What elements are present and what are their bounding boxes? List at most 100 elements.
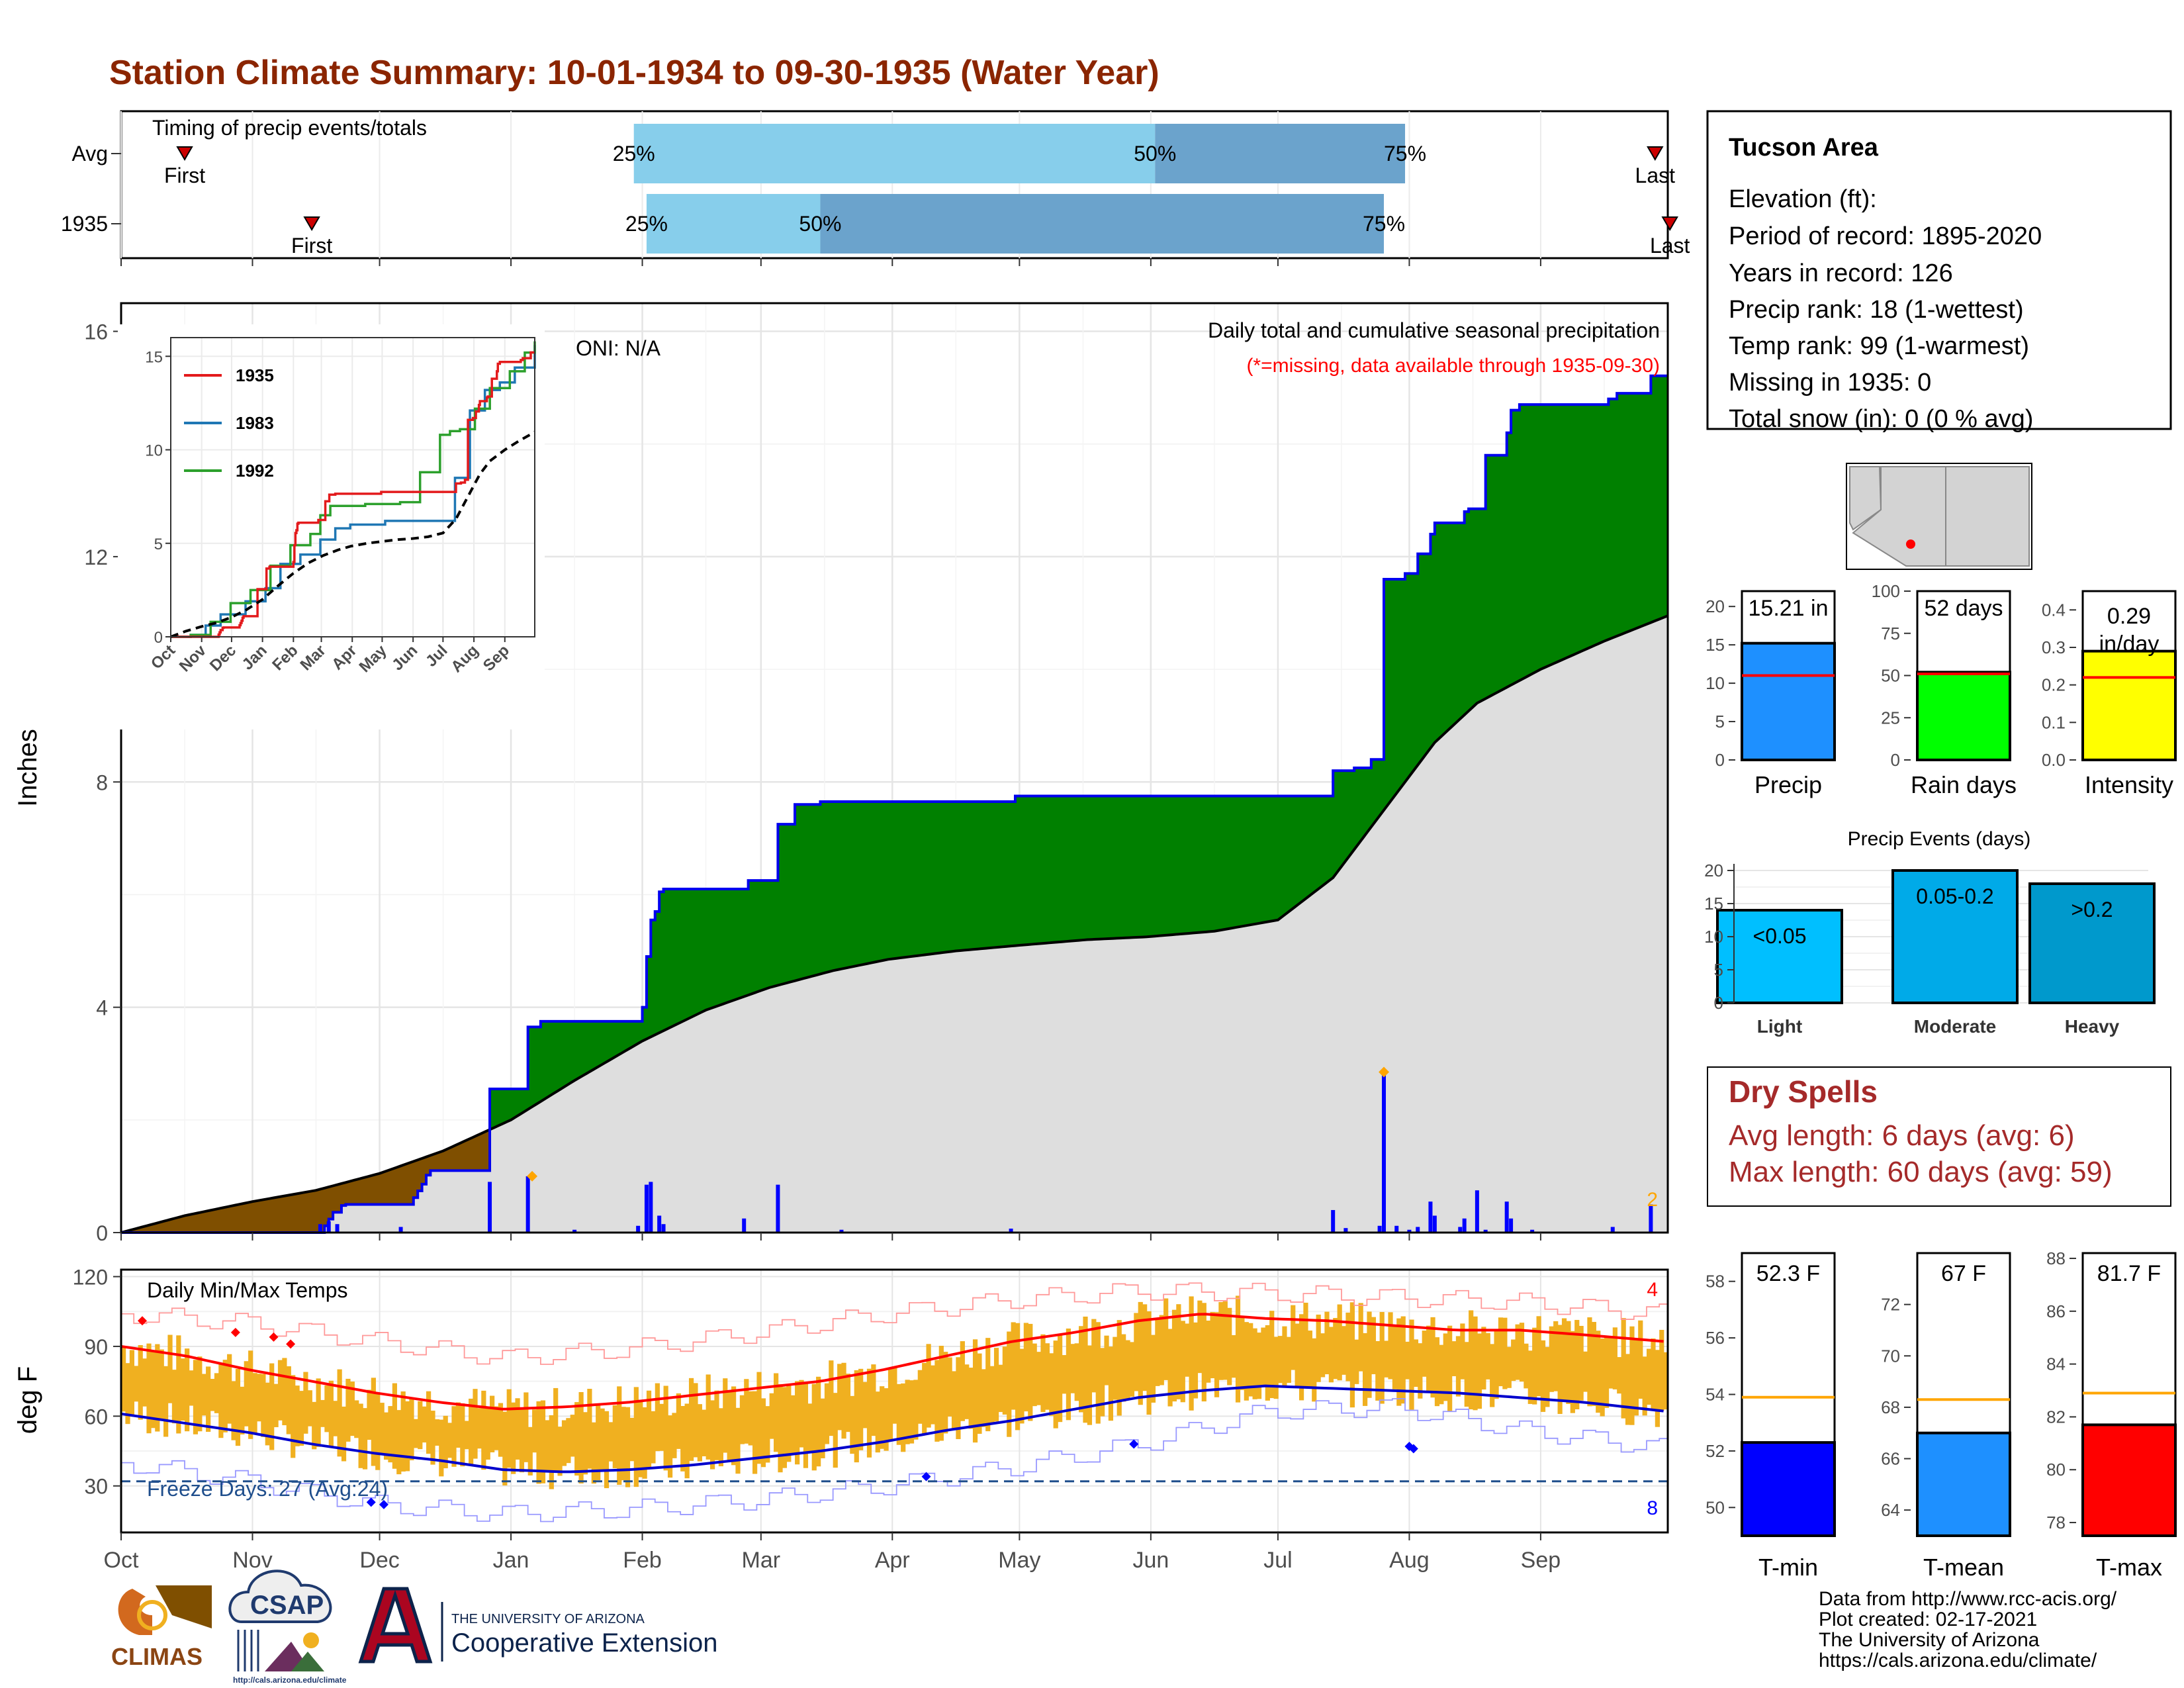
daily-temp-bar xyxy=(464,1421,469,1450)
daily-temp-bar xyxy=(214,1373,220,1413)
daily-temp-bar xyxy=(1320,1333,1326,1378)
temp-y-tick-label: 90 xyxy=(84,1335,108,1359)
precip-total-label: Precip xyxy=(1754,771,1822,798)
daily-temp-bar xyxy=(485,1407,490,1460)
daily-temp-bar xyxy=(1282,1326,1287,1387)
daily-temp-bar xyxy=(1074,1343,1079,1401)
daily-temp-bar xyxy=(760,1398,766,1468)
daily-temp-bar xyxy=(502,1411,508,1486)
average-cumulative-line xyxy=(120,614,1668,1234)
daily-temp-bar xyxy=(1570,1331,1575,1413)
daily-temp-bar xyxy=(1007,1331,1012,1437)
daily-temp-bar xyxy=(833,1393,838,1468)
temp-y-axis-label: deg F xyxy=(13,1366,42,1434)
daily-temp-bar xyxy=(752,1391,758,1474)
tmax-y-tick-label: 78 xyxy=(2046,1513,2066,1532)
daily-precip-bar xyxy=(1530,1229,1535,1233)
daily-temp-bar xyxy=(638,1399,643,1477)
daily-temp-bar xyxy=(1612,1327,1617,1389)
daily-temp-bar xyxy=(155,1344,160,1432)
daily-temp-bar xyxy=(1185,1323,1190,1377)
daily-temp-bar xyxy=(875,1391,880,1453)
daily-temp-bar xyxy=(324,1385,330,1432)
daily-temp-bar xyxy=(1197,1300,1203,1374)
daily-temp-bar xyxy=(477,1408,482,1449)
daily-temp-bar xyxy=(515,1398,520,1460)
daily-temp-bar xyxy=(1506,1346,1512,1388)
record-min-marker xyxy=(1408,1444,1418,1454)
precip-events-title: Precip Events (days) xyxy=(1848,828,2031,850)
daily-temp-bar xyxy=(930,1365,936,1425)
timing-bar-50-75 xyxy=(1155,124,1406,183)
footer-line-1: Plot created: 02-17-2021 xyxy=(1819,1609,2037,1630)
daily-temp-bar xyxy=(341,1406,347,1462)
daily-temp-bar xyxy=(498,1403,504,1457)
daily-temp-bar xyxy=(880,1386,885,1449)
month-tick-label: May xyxy=(998,1548,1040,1573)
daily-temp-bar xyxy=(1116,1320,1122,1416)
inset-y-tick-label: 15 xyxy=(145,348,163,366)
daily-precip-bar xyxy=(326,1221,331,1233)
daily-temp-bar xyxy=(1256,1333,1262,1399)
daily-temp-bar xyxy=(709,1400,715,1470)
daily-temp-bar xyxy=(790,1395,796,1454)
station-line-0: Elevation (ft): xyxy=(1729,185,1877,213)
timing-bar-25-50 xyxy=(646,194,821,254)
daily-temp-bar xyxy=(1070,1344,1075,1393)
daily-temp-bar xyxy=(744,1379,749,1444)
dry-spells-avg: Avg length: 6 days (avg: 6) xyxy=(1729,1119,2075,1152)
daily-temp-bar xyxy=(367,1389,372,1440)
daily-temp-bar xyxy=(396,1410,402,1475)
daily-temp-bar xyxy=(985,1338,991,1432)
daily-temp-bar xyxy=(197,1356,203,1432)
daily-temp-bar xyxy=(727,1390,732,1460)
daily-temp-bar xyxy=(439,1419,444,1477)
daily-temp-bar xyxy=(1587,1317,1592,1407)
daily-temp-bar xyxy=(1150,1335,1156,1403)
daily-temp-bar xyxy=(621,1407,626,1481)
daily-temp-bar xyxy=(1113,1336,1118,1400)
daily-temp-bar xyxy=(1291,1305,1296,1370)
daily-precip-bar xyxy=(1416,1227,1420,1233)
daily-temp-bar xyxy=(1324,1311,1330,1375)
daily-precip-bar xyxy=(1428,1201,1433,1233)
daily-temp-bar xyxy=(1532,1327,1537,1405)
rain-days-y-tick-label: 50 xyxy=(1881,666,1900,686)
daily-temp-bar xyxy=(163,1366,169,1437)
station-info-box: Tucson Area Elevation (ft): Period of re… xyxy=(1706,110,2172,433)
daily-temp-bar xyxy=(1524,1343,1529,1389)
month-tick-label: Nov xyxy=(232,1548,272,1573)
month-tick-label: Jul xyxy=(1263,1548,1292,1573)
daily-temp-bar xyxy=(1443,1333,1448,1401)
station-line-1: Period of record: 1895-2020 xyxy=(1729,222,2042,250)
daily-temp-bar xyxy=(756,1372,762,1464)
daily-temp-bar xyxy=(591,1422,596,1484)
daily-temp-bar xyxy=(129,1350,135,1415)
daily-temp-bar xyxy=(1159,1315,1164,1385)
daily-temp-bar xyxy=(684,1403,690,1479)
daily-temp-bar xyxy=(705,1374,711,1460)
daily-temp-bar xyxy=(1083,1316,1088,1423)
daily-temp-bar xyxy=(871,1364,876,1436)
daily-temp-bar xyxy=(1511,1339,1516,1382)
daily-temp-bar xyxy=(291,1375,296,1458)
daily-temp-bar xyxy=(345,1378,351,1442)
daily-temp-bar xyxy=(1384,1340,1389,1378)
events-y-tick-label: 10 xyxy=(1704,927,1723,947)
daily-temp-bar xyxy=(422,1406,427,1443)
daily-precip-bar xyxy=(1377,1225,1382,1233)
daily-temp-bar xyxy=(1206,1321,1211,1383)
daily-temp-bar xyxy=(371,1378,376,1466)
events-y-tick-label: 0 xyxy=(1714,993,1723,1013)
climas-logo: CLIMAS xyxy=(111,1585,217,1670)
daily-temp-bar xyxy=(850,1395,855,1454)
daily-temp-bar xyxy=(1633,1340,1639,1416)
daily-temp-bar xyxy=(540,1400,546,1483)
daily-temp-bar xyxy=(769,1393,774,1439)
oni-label: ONI: N/A xyxy=(576,336,661,360)
daily-temp-bar xyxy=(413,1419,418,1448)
tmean-y-tick-label: 72 xyxy=(1881,1295,1900,1315)
daily-temp-bar xyxy=(901,1383,906,1452)
daily-temp-bar xyxy=(947,1357,952,1417)
